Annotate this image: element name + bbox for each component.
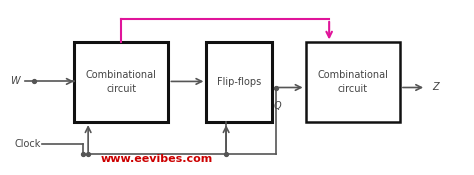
Text: Combinational
circuit: Combinational circuit xyxy=(86,70,156,94)
Text: www.eevibes.com: www.eevibes.com xyxy=(100,154,213,164)
Bar xyxy=(306,42,400,122)
Text: W: W xyxy=(10,76,20,86)
Text: Combinational
circuit: Combinational circuit xyxy=(318,70,388,94)
Text: Q: Q xyxy=(274,101,282,111)
Text: Flip-flops: Flip-flops xyxy=(217,77,262,87)
Bar xyxy=(206,42,273,122)
Text: Clock: Clock xyxy=(15,139,41,149)
Text: Z: Z xyxy=(432,82,439,93)
Bar xyxy=(74,42,168,122)
